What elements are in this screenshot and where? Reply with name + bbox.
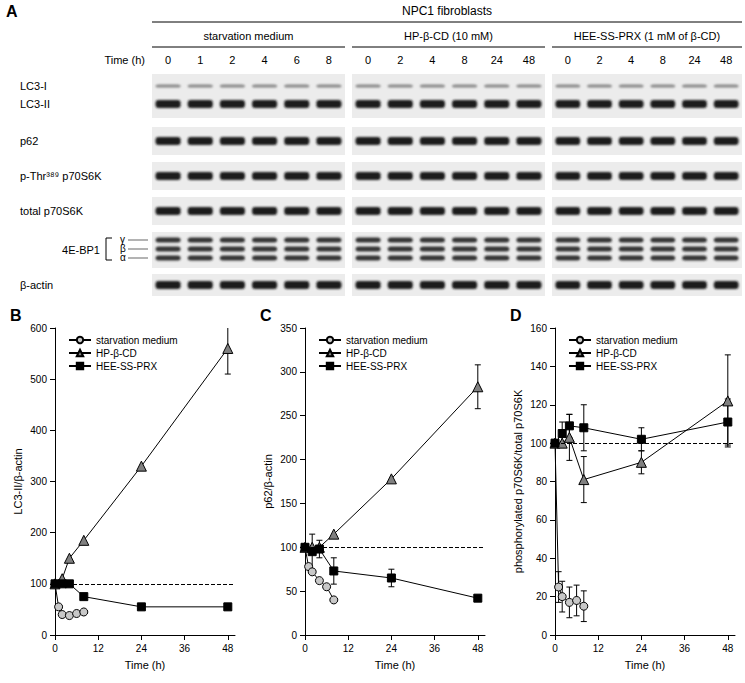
svg-text:4: 4 xyxy=(429,54,435,66)
svg-text:A: A xyxy=(6,3,18,20)
svg-text:starvation medium: starvation medium xyxy=(346,335,428,346)
svg-text:Time (h): Time (h) xyxy=(125,659,166,671)
svg-text:150: 150 xyxy=(280,498,297,509)
svg-text:200: 200 xyxy=(30,527,47,538)
svg-text:0: 0 xyxy=(541,630,547,641)
svg-text:12: 12 xyxy=(593,643,605,654)
svg-text:starvation medium: starvation medium xyxy=(596,335,678,346)
svg-text:100: 100 xyxy=(530,438,547,449)
svg-text:p62/β-actin: p62/β-actin xyxy=(262,454,274,509)
svg-text:300: 300 xyxy=(30,476,47,487)
svg-text:β-actin: β-actin xyxy=(20,279,53,291)
svg-text:1: 1 xyxy=(197,54,203,66)
svg-text:0: 0 xyxy=(365,54,371,66)
svg-text:p-Thr³⁸⁹ p70S6K: p-Thr³⁸⁹ p70S6K xyxy=(20,170,102,182)
svg-text:4E-BP1: 4E-BP1 xyxy=(62,244,100,256)
svg-text:HEE-SS-PRX: HEE-SS-PRX xyxy=(96,361,157,372)
svg-text:4: 4 xyxy=(262,54,268,66)
svg-text:LC3-II/β-actin: LC3-II/β-actin xyxy=(12,448,24,514)
svg-text:140: 140 xyxy=(530,361,547,372)
svg-text:24: 24 xyxy=(688,54,700,66)
svg-text:HP-β-CD (10 mM): HP-β-CD (10 mM) xyxy=(404,30,493,42)
svg-text:8: 8 xyxy=(462,54,468,66)
svg-text:0: 0 xyxy=(552,643,558,654)
svg-text:400: 400 xyxy=(30,425,47,436)
svg-text:12: 12 xyxy=(93,643,105,654)
svg-text:24: 24 xyxy=(386,643,398,654)
svg-text:600: 600 xyxy=(30,323,47,334)
svg-text:HEE-SS-PRX: HEE-SS-PRX xyxy=(596,361,657,372)
svg-text:350: 350 xyxy=(280,323,297,334)
svg-text:HP-β-CD: HP-β-CD xyxy=(96,348,137,359)
svg-text:500: 500 xyxy=(30,374,47,385)
svg-text:24: 24 xyxy=(136,643,148,654)
svg-text:β: β xyxy=(120,243,126,254)
svg-text:48: 48 xyxy=(472,643,484,654)
svg-text:D: D xyxy=(510,307,522,324)
svg-text:120: 120 xyxy=(530,399,547,410)
svg-text:starvation medium: starvation medium xyxy=(96,335,178,346)
svg-text:0: 0 xyxy=(41,630,47,641)
svg-text:γ: γ xyxy=(120,234,125,245)
svg-text:40: 40 xyxy=(536,553,548,564)
svg-text:100: 100 xyxy=(280,542,297,553)
svg-text:B: B xyxy=(10,307,22,324)
svg-text:HEE-SS-PRX (1 mM of β-CD): HEE-SS-PRX (1 mM of β-CD) xyxy=(574,30,720,42)
svg-text:50: 50 xyxy=(286,586,298,597)
svg-text:48: 48 xyxy=(722,643,734,654)
svg-text:NPC1 fibroblasts: NPC1 fibroblasts xyxy=(402,4,492,18)
svg-text:0: 0 xyxy=(165,54,171,66)
svg-text:LC3-II: LC3-II xyxy=(20,98,50,110)
svg-text:C: C xyxy=(260,307,272,324)
svg-text:2: 2 xyxy=(397,54,403,66)
svg-text:80: 80 xyxy=(536,476,548,487)
svg-text:total p70S6K: total p70S6K xyxy=(20,205,84,217)
svg-text:2: 2 xyxy=(596,54,602,66)
svg-text:100: 100 xyxy=(30,578,47,589)
svg-text:250: 250 xyxy=(280,410,297,421)
svg-text:24: 24 xyxy=(636,643,648,654)
svg-text:24: 24 xyxy=(491,54,503,66)
svg-text:8: 8 xyxy=(660,54,666,66)
svg-text:48: 48 xyxy=(720,54,732,66)
svg-text:12: 12 xyxy=(343,643,355,654)
svg-text:2: 2 xyxy=(229,54,235,66)
svg-text:p62: p62 xyxy=(20,135,38,147)
svg-text:300: 300 xyxy=(280,366,297,377)
svg-text:48: 48 xyxy=(523,54,535,66)
svg-text:36: 36 xyxy=(179,643,191,654)
svg-text:8: 8 xyxy=(326,54,332,66)
svg-text:Time (h): Time (h) xyxy=(104,54,145,66)
svg-text:HP-β-CD: HP-β-CD xyxy=(596,348,637,359)
svg-text:LC3-I: LC3-I xyxy=(20,80,47,92)
svg-text:60: 60 xyxy=(536,514,548,525)
svg-text:HP-β-CD: HP-β-CD xyxy=(346,348,387,359)
svg-text:160: 160 xyxy=(530,323,547,334)
svg-text:36: 36 xyxy=(429,643,441,654)
svg-text:48: 48 xyxy=(222,643,234,654)
svg-text:Time (h): Time (h) xyxy=(625,659,666,671)
svg-text:α: α xyxy=(120,252,126,263)
svg-text:phosphorylated p70S6K/total p7: phosphorylated p70S6K/total p70S6K xyxy=(512,389,524,573)
svg-text:4: 4 xyxy=(628,54,634,66)
svg-text:Time (h): Time (h) xyxy=(375,659,416,671)
svg-text:0: 0 xyxy=(565,54,571,66)
svg-text:6: 6 xyxy=(294,54,300,66)
svg-text:0: 0 xyxy=(52,643,58,654)
svg-text:20: 20 xyxy=(536,591,548,602)
svg-text:0: 0 xyxy=(302,643,308,654)
svg-text:starvation medium: starvation medium xyxy=(204,30,294,42)
svg-text:36: 36 xyxy=(679,643,691,654)
svg-text:0: 0 xyxy=(291,630,297,641)
svg-text:200: 200 xyxy=(280,454,297,465)
svg-text:HEE-SS-PRX: HEE-SS-PRX xyxy=(346,361,407,372)
